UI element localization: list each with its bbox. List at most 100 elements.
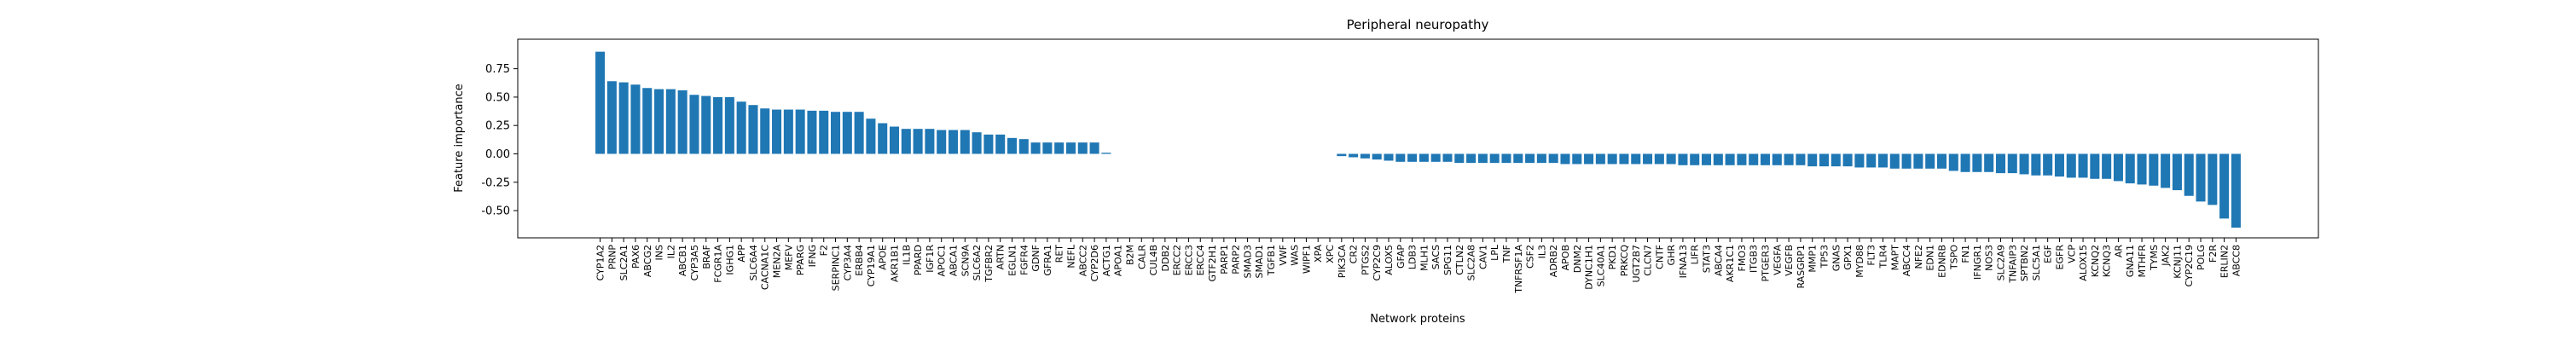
x-tick-label: CLCN7 bbox=[1643, 245, 1654, 276]
x-tick-label: CYP2C19 bbox=[2184, 245, 2195, 287]
x-tick-label: GFRA1 bbox=[1042, 245, 1053, 276]
x-tick-label: IFNA13 bbox=[1678, 245, 1689, 278]
bar bbox=[807, 110, 817, 154]
bar bbox=[760, 108, 770, 154]
x-axis-label: Network proteins bbox=[1370, 313, 1465, 326]
plot-frame bbox=[517, 38, 2319, 239]
x-tick-label: MEN2A bbox=[772, 245, 783, 279]
x-tick-label: TNFAIP3 bbox=[2007, 245, 2018, 284]
x-tick-label: NEFL bbox=[1065, 244, 1076, 269]
bar bbox=[1643, 153, 1653, 165]
bar bbox=[2172, 153, 2182, 191]
x-tick-label: FCGR1A bbox=[713, 245, 724, 283]
x-tick-label: CSF2 bbox=[1525, 245, 1536, 269]
x-tick-label: AKR1C1 bbox=[1725, 245, 1736, 282]
x-tick-label: APP bbox=[736, 245, 747, 263]
x-tick-label: PIK3CA bbox=[1337, 245, 1348, 279]
x-tick-label: SPG11 bbox=[1442, 245, 1453, 275]
bar bbox=[606, 81, 617, 154]
x-tick-label: GNAS bbox=[1830, 245, 1842, 271]
bar bbox=[1007, 137, 1018, 154]
x-tick-label: CYP19A1 bbox=[866, 245, 877, 286]
x-tick-label: PTGER3 bbox=[1761, 245, 1772, 281]
x-tick-label: TGFB1 bbox=[1266, 245, 1277, 276]
bar bbox=[901, 129, 911, 154]
x-tick-label: KCNQ3 bbox=[2102, 245, 2113, 277]
x-tick-label: ABCG2 bbox=[642, 245, 653, 277]
x-tick-label: GPX1 bbox=[1842, 245, 1854, 270]
x-tick-label: SPTBN2 bbox=[2019, 245, 2030, 281]
bar bbox=[1089, 142, 1099, 154]
bar bbox=[1761, 153, 1771, 165]
x-tick-label: GFAP bbox=[1395, 245, 1407, 269]
bar bbox=[1830, 153, 1841, 167]
x-tick-label: F2 bbox=[819, 245, 830, 256]
bar bbox=[783, 109, 793, 154]
x-tick-label: GNA11 bbox=[2125, 245, 2136, 277]
y-tick-label: -0.50 bbox=[481, 205, 510, 218]
x-tick-label: PRNP bbox=[606, 245, 618, 270]
bar bbox=[736, 101, 746, 154]
bar bbox=[2113, 153, 2123, 182]
bar bbox=[1936, 153, 1947, 169]
bar bbox=[1984, 153, 1994, 172]
x-tick-label: ABCA1 bbox=[949, 245, 960, 276]
x-tick-label: CUL4B bbox=[1148, 245, 1159, 275]
bar bbox=[1737, 153, 1747, 165]
bar bbox=[925, 129, 935, 154]
x-tick-label: SLC40A1 bbox=[1595, 245, 1606, 286]
bar bbox=[1784, 153, 1794, 165]
x-tick-label: IL1B bbox=[901, 245, 912, 265]
bar bbox=[1913, 153, 1923, 169]
x-tick-label: FMO3 bbox=[1737, 245, 1748, 271]
x-tick-label: DDB2 bbox=[1160, 245, 1171, 272]
bar bbox=[831, 112, 841, 154]
bar bbox=[1395, 153, 1406, 162]
x-tick-label: CYP3A4 bbox=[842, 245, 853, 280]
x-tick-label: AKR1B1 bbox=[890, 245, 901, 282]
bar bbox=[1018, 139, 1029, 154]
x-tick-label: WAS bbox=[1290, 245, 1301, 266]
bar bbox=[2231, 153, 2241, 228]
x-tick-label: TGFBR2 bbox=[983, 245, 995, 283]
x-tick-label: PKD1 bbox=[1607, 245, 1618, 269]
x-tick-label: IFNGR1 bbox=[1972, 245, 1983, 280]
bar bbox=[983, 134, 994, 154]
bar bbox=[630, 84, 641, 154]
bar bbox=[1584, 153, 1594, 165]
bar bbox=[2007, 153, 2017, 174]
bar bbox=[1607, 153, 1617, 165]
x-tick-label: MEFV bbox=[783, 245, 794, 271]
bar bbox=[1349, 153, 1359, 158]
x-tick-label: ERCC4 bbox=[1195, 245, 1206, 275]
bar bbox=[1042, 142, 1053, 154]
y-tick-label: 0.50 bbox=[485, 91, 510, 104]
bar bbox=[1702, 153, 1712, 165]
bar bbox=[1501, 153, 1511, 164]
x-tick-label: TYMS bbox=[2149, 245, 2160, 271]
x-tick-label: STAT3 bbox=[1702, 245, 1713, 273]
bar bbox=[1807, 153, 1818, 167]
x-tick-label: VEGFA bbox=[1772, 245, 1783, 275]
bar bbox=[2031, 153, 2041, 176]
x-tick-label: APOB bbox=[1560, 245, 1571, 270]
bar bbox=[878, 123, 888, 154]
x-tick-label: PTGS2 bbox=[1360, 245, 1371, 275]
x-tick-label: SLC5A1 bbox=[2031, 245, 2042, 280]
bar bbox=[2137, 153, 2147, 185]
bar bbox=[1419, 153, 1429, 162]
x-tick-label: ERCC3 bbox=[1183, 245, 1194, 275]
x-tick-label: SCN9A bbox=[960, 245, 971, 277]
x-tick-label: ERCC2 bbox=[1172, 245, 1183, 275]
x-tick-label: B2M bbox=[1124, 245, 1135, 265]
x-tick-label: SMAD1 bbox=[1254, 245, 1265, 278]
x-tick-label: UGT2B7 bbox=[1631, 245, 1642, 282]
y-tick-label: 0.00 bbox=[485, 148, 510, 161]
bar bbox=[1901, 153, 1912, 169]
bar bbox=[1077, 142, 1088, 154]
x-tick-label: TSPO bbox=[1948, 245, 1959, 270]
bar bbox=[772, 109, 782, 154]
bar bbox=[937, 130, 947, 154]
bar bbox=[1454, 153, 1465, 164]
